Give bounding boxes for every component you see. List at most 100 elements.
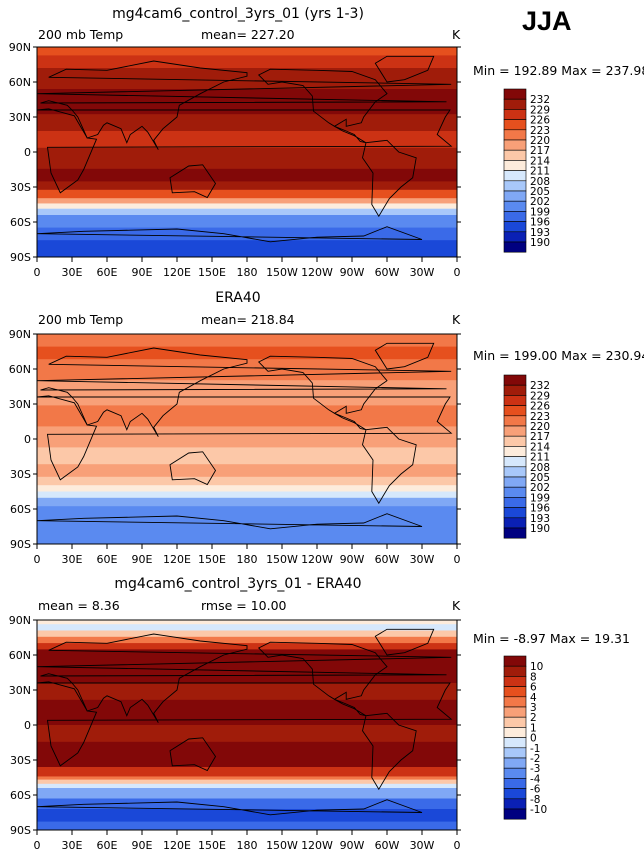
lon-tick-label: 0 xyxy=(454,266,461,279)
lat-band xyxy=(37,203,457,210)
lon-tick-label: 180 xyxy=(237,266,258,279)
lat-band xyxy=(37,798,457,810)
colorbar-swatch xyxy=(503,706,527,718)
lat-tick-label: 30N xyxy=(9,398,31,411)
lat-tick-label: 60S xyxy=(10,789,31,802)
lat-band xyxy=(37,497,457,507)
lon-tick-label: 30E xyxy=(62,839,83,852)
colorbar-swatch xyxy=(503,109,527,120)
lat-band xyxy=(37,131,457,149)
lat-band xyxy=(37,346,457,360)
colorbar-label: 229 xyxy=(530,104,550,116)
colorbar-swatch xyxy=(503,405,527,417)
lon-tick-label: 120E xyxy=(163,839,191,852)
coastline xyxy=(257,68,388,127)
colorbar-swatch xyxy=(503,466,527,478)
panel2-title: ERA40 xyxy=(215,290,261,306)
colorbar-swatch xyxy=(503,788,527,800)
lon-tick-label: 30W xyxy=(410,553,435,566)
lon-tick-label: 120W xyxy=(301,553,333,566)
panel2-map: 90N 60N 30N 0 30S 60S 90S 0 30E 60E 90E 120E 150E 180… xyxy=(0,327,470,579)
lat-tick-label: 90N xyxy=(9,41,31,54)
colorbar-swatch xyxy=(503,374,527,386)
colorbar-swatch xyxy=(503,241,527,253)
lon-tick-label: 0 xyxy=(34,839,41,852)
colorbar-label: 226 xyxy=(530,115,550,127)
lat-band xyxy=(37,447,457,465)
lon-tick-label: 90W xyxy=(340,553,365,566)
coastline xyxy=(37,226,423,243)
lon-tick-label: 60W xyxy=(375,553,400,566)
lat-band xyxy=(37,630,457,638)
colorbar-label: 208 xyxy=(530,462,550,474)
lon-tick-label: 180 xyxy=(237,839,258,852)
colorbar-label: 232 xyxy=(530,94,550,106)
lat-band xyxy=(37,741,457,768)
lat-tick-label: 30S xyxy=(10,754,31,767)
panel1-minmax: Min = 192.89 Max = 237.98 xyxy=(473,63,644,78)
contour-fill xyxy=(37,334,457,544)
lat-tick-label: 90N xyxy=(9,328,31,341)
colorbar-label: 229 xyxy=(530,390,550,402)
lat-band xyxy=(37,47,457,56)
lon-tick-label: 150E xyxy=(198,553,226,566)
colorbar-label: -3 xyxy=(530,763,540,775)
colorbar-swatch xyxy=(503,747,527,759)
colorbar-swatch xyxy=(503,160,527,171)
colorbar-swatch xyxy=(503,507,527,519)
colorbar-label: 193 xyxy=(530,227,550,239)
lat-band xyxy=(37,767,457,777)
lat-band xyxy=(37,636,457,644)
lat-band xyxy=(37,506,457,520)
colorbar-label: 232 xyxy=(530,380,550,392)
colorbar-swatch xyxy=(503,170,527,182)
colorbar-label: 199 xyxy=(530,492,550,504)
lat-band xyxy=(37,227,457,241)
panel1-map: 90N 60N 30N 0 30S 60S 90S 0 30E 60E 90E 120E 150E 180… xyxy=(0,40,470,292)
colorbar-label: 193 xyxy=(530,513,550,525)
panel1-left-label: 200 mb Temp xyxy=(38,27,124,42)
lat-band xyxy=(37,624,457,631)
lon-tick-label: 120E xyxy=(163,553,191,566)
colorbar-label: 8 xyxy=(530,671,537,683)
panel3-map: 90N 60N 30N 0 30S 60S 90S 0 30E 60E 90E 120E 150E 180… xyxy=(0,613,470,862)
lon-tick-label: 60E xyxy=(97,553,118,566)
colorbar-swatch xyxy=(503,221,527,233)
colorbar-label: 223 xyxy=(530,125,550,137)
lon-tick-label: 30E xyxy=(62,553,83,566)
lat-tick-label: 0 xyxy=(24,433,31,446)
colorbar-swatch xyxy=(503,446,527,457)
colorbar-swatch xyxy=(503,384,527,396)
coastline xyxy=(37,108,453,194)
lat-band xyxy=(37,189,457,199)
colorbar-label: 217 xyxy=(530,145,550,157)
colorbar-label: 196 xyxy=(530,503,550,515)
colorbar-label: -1 xyxy=(530,743,540,755)
colorbar-label: -8 xyxy=(530,794,540,806)
lat-band xyxy=(37,518,457,544)
panel3-colorbar: 10 8 6 4 3 2 1 0 -1 -2 -3 -4 -6 -8 -10 xyxy=(500,655,560,834)
lat-band xyxy=(37,359,457,381)
lon-tick-label: 180 xyxy=(237,553,258,566)
lat-band xyxy=(37,334,457,348)
colorbar-swatch xyxy=(503,517,527,529)
panel3-rmse-label: rmse = 10.00 xyxy=(201,598,287,613)
colorbar-label: 205 xyxy=(530,186,550,198)
colorbar-label: 220 xyxy=(530,135,550,147)
colorbar-swatch xyxy=(503,415,527,427)
colorbar-label: -4 xyxy=(530,773,541,785)
colorbar-swatch xyxy=(503,676,527,687)
colorbar-swatch xyxy=(503,98,527,110)
lat-band xyxy=(37,181,457,191)
colorbar-label: 214 xyxy=(530,155,550,167)
colorbar-label: 199 xyxy=(530,206,550,218)
colorbar-swatch xyxy=(503,665,527,677)
lat-tick-label: 30N xyxy=(9,684,31,697)
colorbar-label: -2 xyxy=(530,753,540,765)
lat-band xyxy=(37,821,457,830)
colorbar-swatch xyxy=(503,211,527,222)
coastline xyxy=(37,799,423,816)
lat-band xyxy=(37,699,457,726)
lat-band xyxy=(37,68,457,90)
